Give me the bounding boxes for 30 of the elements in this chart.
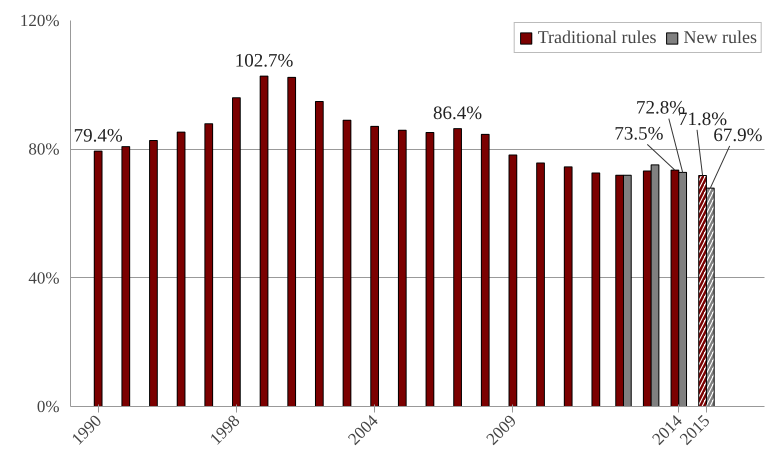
data-label: 67.9% [713,124,763,146]
data-label: 102.7% [234,50,294,72]
bar [426,132,434,406]
bar [536,162,545,406]
bar [508,154,518,406]
y-tick-label: 0% [36,397,60,416]
data-label: 73.5% [614,123,664,144]
bar [94,150,103,406]
y-tick-label: 80% [28,140,60,159]
bar [176,132,186,406]
bar [591,172,600,406]
bar [287,76,296,406]
bar [260,76,268,406]
bar [149,140,158,406]
legend-label: Traditional rules [538,27,657,48]
bar [480,134,490,406]
legend-label: New rules [684,27,757,48]
bar [370,126,380,406]
bar [342,120,352,406]
bar [121,146,130,406]
bar [564,166,573,406]
bar [204,123,214,406]
data-label: 79.4% [74,125,123,146]
bar [398,130,407,406]
data-label: 86.4% [433,102,482,124]
bar [232,97,241,406]
y-tick-label: 120% [20,11,60,30]
bar [314,101,324,406]
y-tick-label: 40% [28,268,60,288]
bar [453,128,462,406]
